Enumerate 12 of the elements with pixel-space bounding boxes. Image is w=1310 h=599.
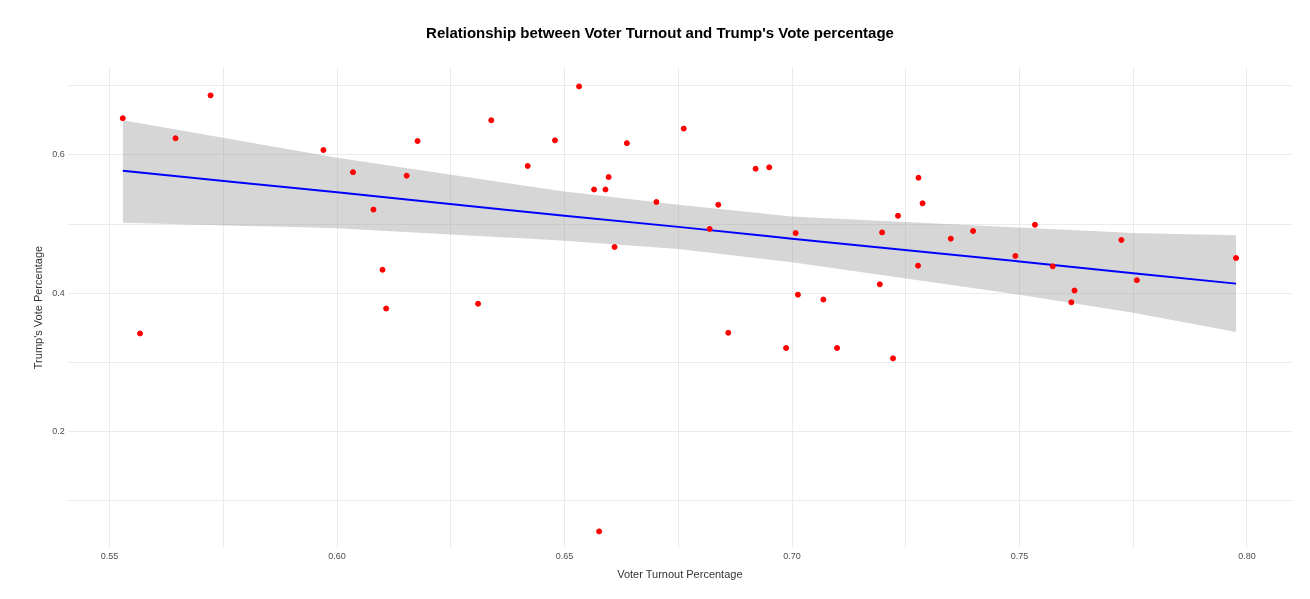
- y-tick-label: 0.6: [52, 149, 65, 160]
- y-tick-label: 0.2: [52, 426, 65, 437]
- x-tick-label: 0.80: [1238, 550, 1256, 561]
- x-tick-label: 0.60: [328, 550, 346, 561]
- y-tick-label: 0.4: [52, 287, 65, 298]
- chart-title: Relationship between Voter Turnout and Trump's Vote percentage: [426, 24, 894, 42]
- x-tick-label: 0.70: [783, 550, 801, 561]
- x-axis-title: Voter Turnout Percentage: [617, 568, 743, 581]
- x-tick-label: 0.55: [100, 550, 119, 561]
- x-tick-label: 0.75: [1010, 550, 1029, 561]
- x-tick-label: 0.65: [555, 550, 574, 561]
- y-axis-title: Trump's Vote Percentage: [31, 245, 44, 370]
